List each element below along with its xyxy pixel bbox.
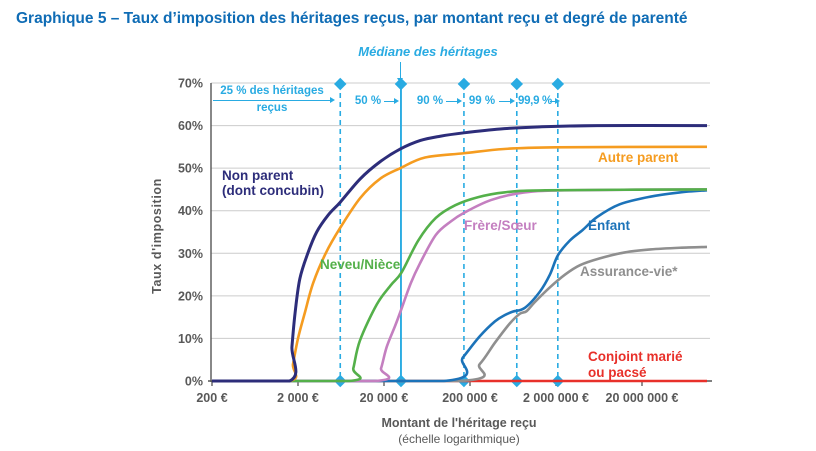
- percentile-25-label: 25 % des héritages: [220, 85, 324, 97]
- series-label-non-parent: Non parent (dont concubin): [222, 168, 324, 198]
- page-title: Graphique 5 – Taux d’imposition des héri…: [16, 10, 688, 27]
- y-tick-label-0: 0%: [185, 375, 203, 389]
- series-curve-autre-parent: [212, 145, 708, 383]
- percentile-999-arrow-icon: [550, 97, 560, 104]
- percentile-25-label-line2: reçus: [256, 102, 288, 114]
- x-axis-subtitle: (échelle logarithmique): [398, 432, 520, 446]
- series-curve-assurance-vie: [212, 245, 708, 383]
- series-label-conjoint: Conjoint marié ou pacsé: [588, 349, 683, 380]
- series-curve-non-parent: [212, 123, 708, 383]
- percentile-50-label: 50 %: [354, 95, 382, 107]
- percentile-25-arrow-icon: [213, 96, 335, 103]
- percentile-999-label: 99,9 %: [517, 95, 552, 107]
- series-label-conjoint-line1: Conjoint marié: [588, 349, 683, 364]
- x-tick-label-2000000: 2 000 000 €: [523, 391, 589, 405]
- series-label-non-parent-line2: (dont concubin): [222, 182, 324, 198]
- series-label-frere-soeur: Frère/Sœur: [464, 218, 537, 233]
- series-label-conjoint-line2: ou pacsé: [588, 364, 647, 380]
- series-label-autre-parent: Autre parent: [598, 150, 679, 165]
- y-tick-label-60: 60%: [178, 119, 203, 133]
- x-axis-title: Montant de l'héritage reçu: [381, 416, 537, 430]
- series-label-enfant: Enfant: [588, 218, 630, 233]
- y-tick-label-10: 10%: [178, 332, 203, 346]
- percentile-50-arrow-icon: [384, 97, 399, 104]
- median-annotation-label: Médiane des héritages: [358, 44, 498, 59]
- x-tick-label-200: 200 €: [196, 391, 227, 405]
- percentile-99-arrow-icon: [499, 97, 515, 104]
- percentile-90-arrow-icon: [446, 97, 462, 104]
- median-down-arrow-icon: [396, 62, 403, 83]
- series-curve-neveu-niece: [212, 188, 708, 383]
- series-curve-enfant: [212, 188, 708, 383]
- series-label-non-parent-line1: Non parent: [222, 168, 294, 183]
- y-tick-label-50: 50%: [178, 162, 203, 176]
- percentile-90-label: 90 %: [416, 95, 444, 107]
- percentile-diamond-icon-0-top: [334, 77, 347, 91]
- percentile-99-label: 99 %: [468, 95, 496, 107]
- y-tick-label-40: 40%: [178, 204, 203, 218]
- x-tick-label-20000000: 20 000 000 €: [606, 391, 679, 405]
- series-label-assurance-vie: Assurance-vie*: [580, 264, 678, 279]
- x-tick-label-200000: 200 000 €: [442, 391, 498, 405]
- percentile-diamond-icon-3-top: [510, 77, 524, 91]
- series-label-neveu-niece: Neveu/Nièce: [320, 257, 401, 272]
- percentile-diamond-icon-4-top: [551, 77, 565, 91]
- x-tick-label-20000: 20 000 €: [360, 391, 409, 405]
- series-curve-frere-soeur: [212, 188, 708, 383]
- y-tick-label-30: 30%: [178, 247, 203, 261]
- y-tick-label-20: 20%: [178, 289, 203, 303]
- y-axis-title: Taux d'imposition: [150, 178, 164, 294]
- x-tick-label-2000: 2 000 €: [277, 391, 319, 405]
- percentile-diamond-icon-2-top: [457, 77, 471, 91]
- y-tick-label-70: 70%: [178, 77, 203, 91]
